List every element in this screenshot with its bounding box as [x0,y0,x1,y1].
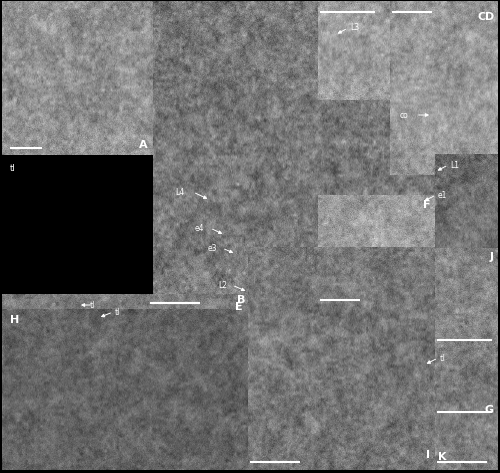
Text: L3: L3 [350,24,359,33]
Text: co: co [400,111,409,120]
Text: I: I [426,450,430,460]
Text: B: B [236,295,245,305]
Text: tl: tl [10,164,16,173]
Text: F: F [422,200,430,210]
Text: J: J [490,252,494,262]
Text: e3: e3 [208,244,218,253]
Text: D: D [485,12,494,22]
Text: tl: tl [440,353,446,362]
Text: tl: tl [115,307,120,316]
Text: H: H [10,315,19,325]
Text: L1: L1 [450,160,459,169]
Text: E: E [236,302,243,312]
Text: L2: L2 [218,280,227,289]
Text: e1: e1 [438,191,448,200]
Text: L4: L4 [175,187,184,196]
Text: tl: tl [90,300,95,309]
Text: K: K [438,452,446,462]
Text: e4: e4 [195,224,204,233]
Text: A: A [140,140,148,150]
Text: C: C [478,12,486,22]
Text: G: G [485,405,494,415]
